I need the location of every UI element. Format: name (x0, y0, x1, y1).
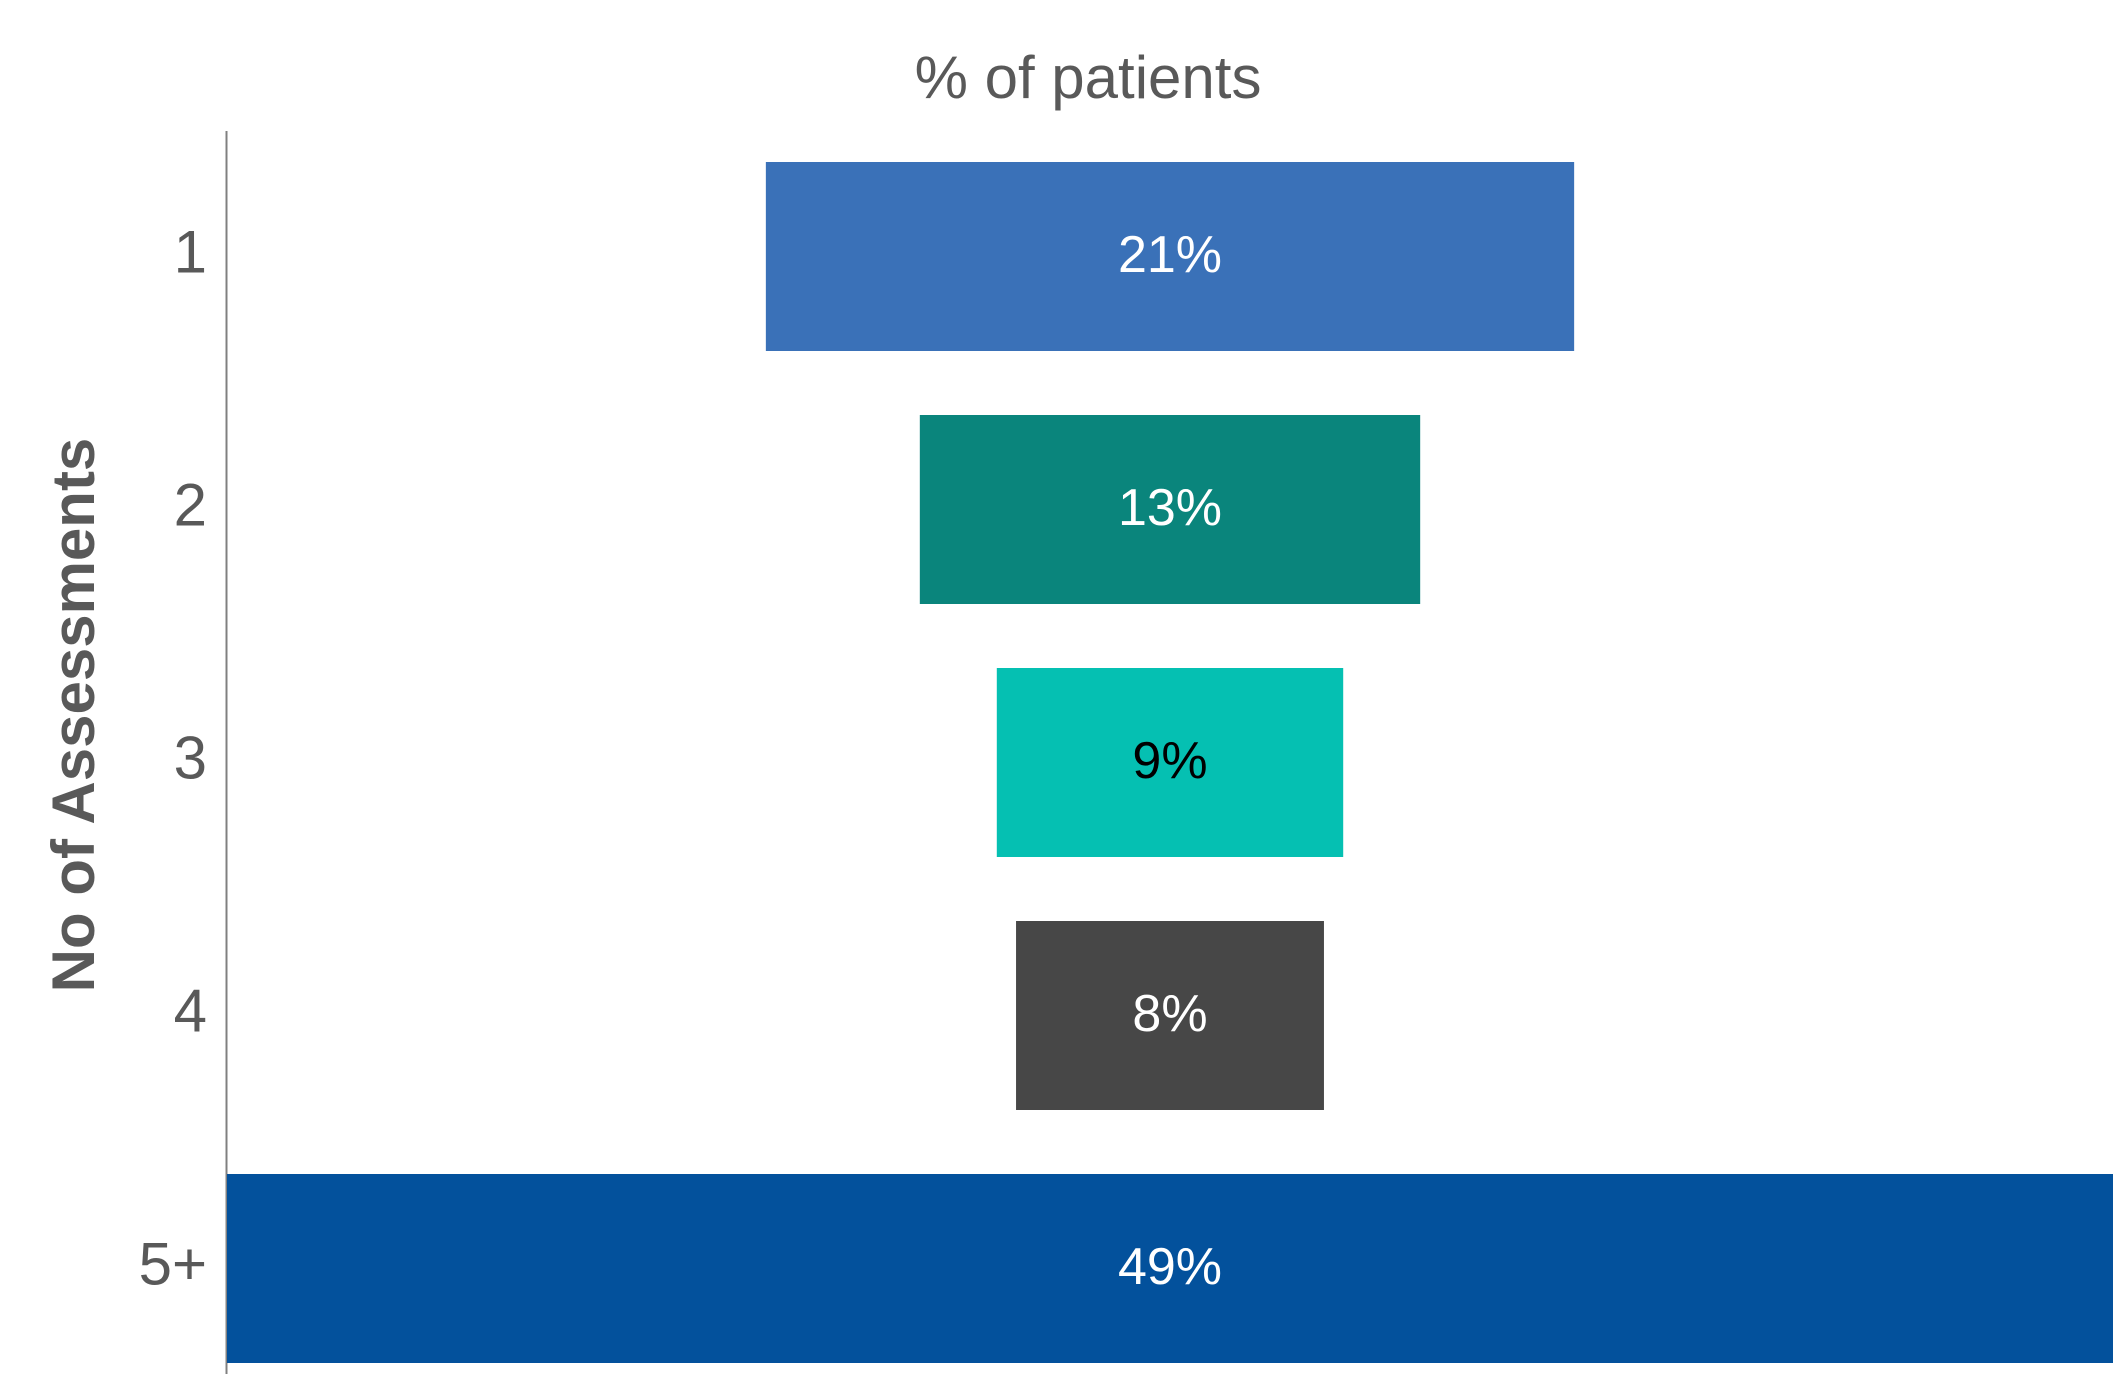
bar (227, 1174, 2113, 1363)
bar (765, 162, 1575, 351)
bar (996, 668, 1344, 857)
value-label: 21% (1118, 226, 1222, 284)
y-tick-label: 5+ (139, 1230, 207, 1297)
chart-title: % of patients (915, 44, 1262, 111)
value-label: 8% (1132, 985, 1207, 1043)
bar (919, 415, 1421, 604)
bar (1016, 921, 1324, 1110)
value-label: 13% (1118, 479, 1222, 537)
value-label: 9% (1132, 732, 1207, 790)
value-label: 49% (1118, 1238, 1222, 1296)
y-axis-label: No of Assessments (40, 438, 107, 993)
y-tick-label: 2 (174, 471, 207, 538)
y-tick-label: 4 (174, 977, 207, 1044)
y-tick-label: 1 (174, 218, 207, 285)
y-tick-label: 3 (174, 724, 207, 791)
